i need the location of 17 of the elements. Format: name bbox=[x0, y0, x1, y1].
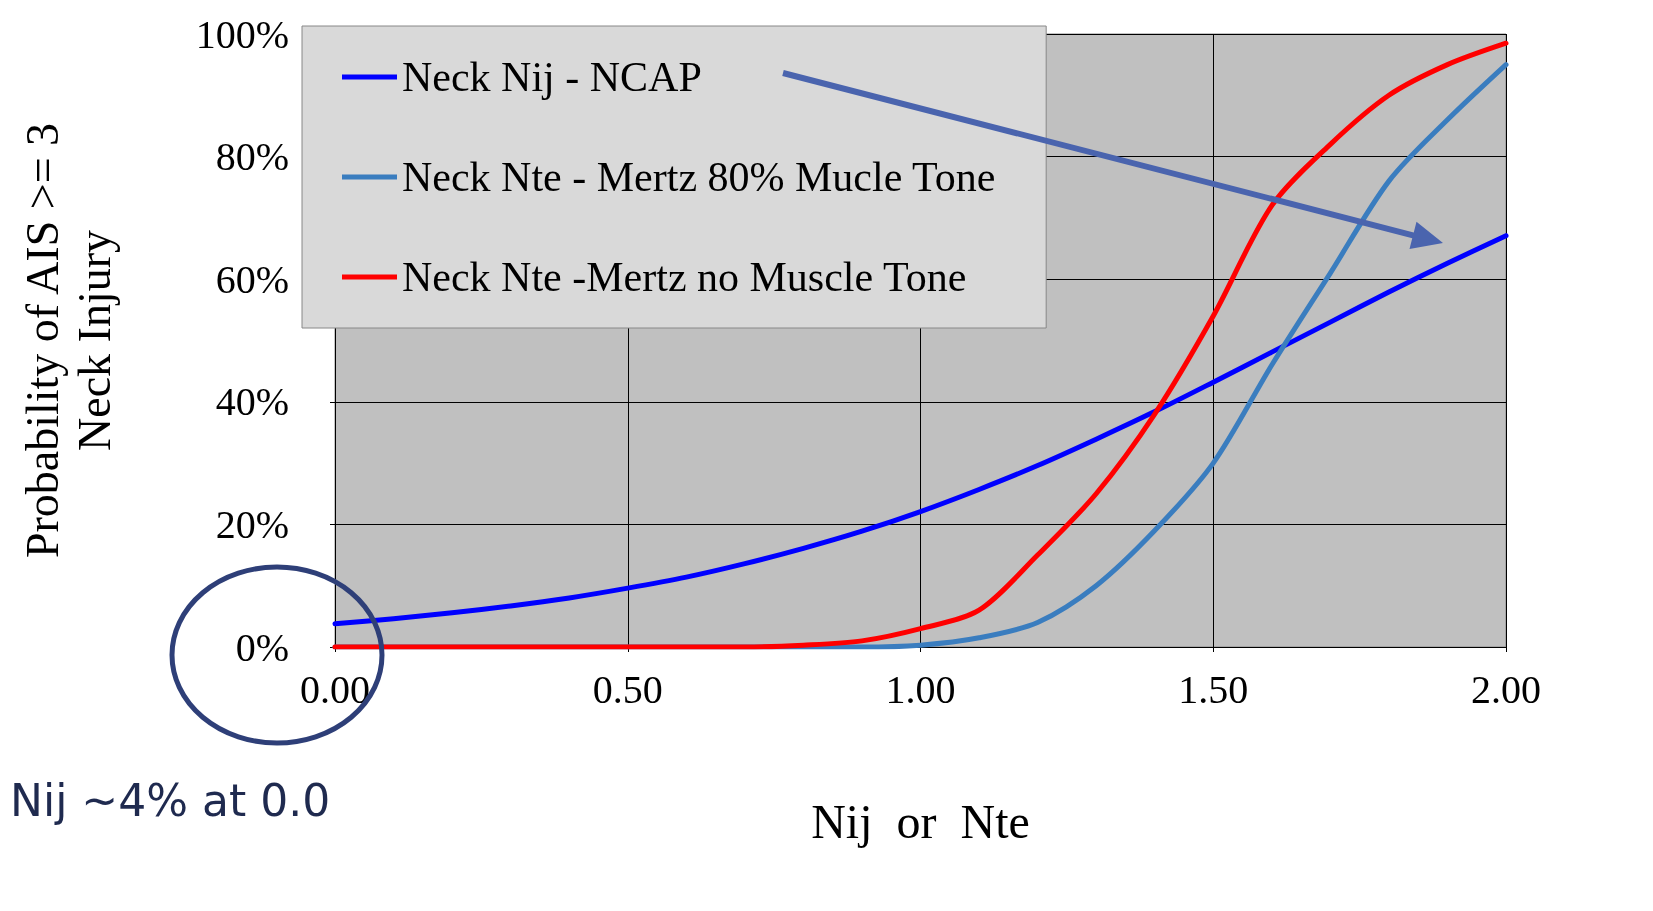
x-tick-label: 1.50 bbox=[1178, 666, 1249, 712]
y-tick-label: 100% bbox=[195, 11, 289, 57]
text: Nij ~4% at 0.0 bbox=[10, 774, 331, 826]
x-tick-label: 1.00 bbox=[885, 666, 956, 712]
x-tick-label: 0.00 bbox=[300, 666, 370, 712]
y-tick-label: 0% bbox=[235, 624, 289, 670]
y-tick-label: 80% bbox=[215, 134, 289, 180]
legend-label: Neck Nte - Mertz 80% Mucle Tone bbox=[402, 154, 996, 200]
x-tick-label: 0.50 bbox=[592, 666, 663, 712]
y-axis-title: Probability of AIS >= 3 Neck Injury bbox=[16, 122, 120, 559]
legend-label: Neck Nte -Mertz no Muscle Tone bbox=[402, 254, 967, 300]
y-tick-label: 40% bbox=[215, 379, 289, 425]
legend-label: Neck Nij - NCAP bbox=[402, 54, 702, 100]
y-tick-label: 60% bbox=[215, 256, 289, 302]
x-tick-label: 2.00 bbox=[1471, 666, 1541, 712]
y-tick-label: 20% bbox=[215, 501, 289, 547]
x-axis-title: Nij or Nte bbox=[811, 794, 1030, 848]
